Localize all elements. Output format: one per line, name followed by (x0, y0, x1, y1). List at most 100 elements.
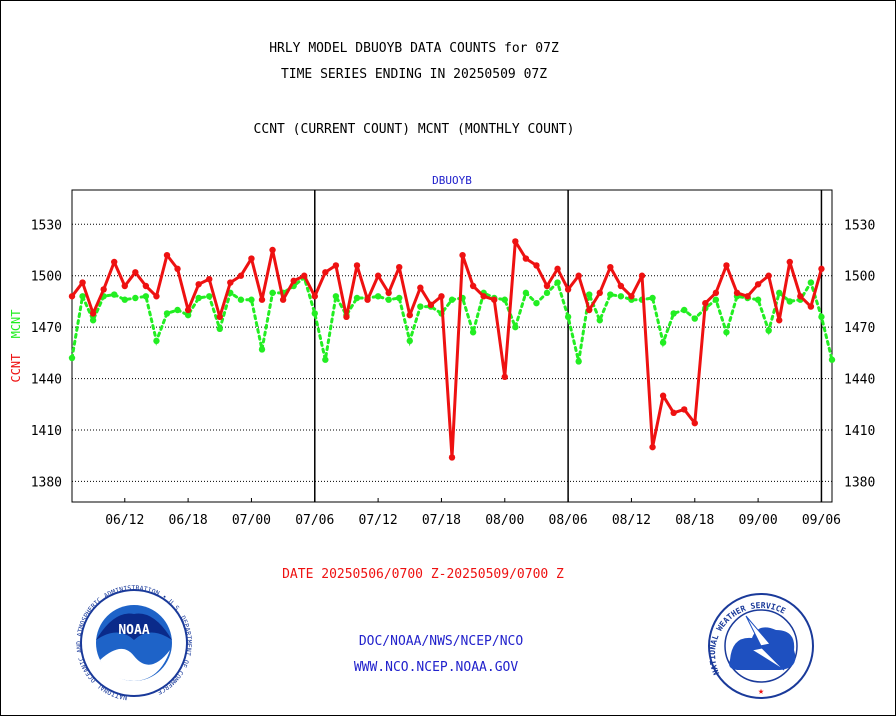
x-tick-label-2: 07/00 (232, 513, 271, 528)
point-mcnt-7 (142, 293, 150, 300)
website-link[interactable]: WWW.NCO.NCEP.NOAA.GOV (354, 660, 519, 675)
point-ccnt-8 (153, 293, 160, 300)
point-mcnt-8 (153, 337, 160, 345)
point-ccnt-44 (533, 262, 540, 269)
point-ccnt-65 (754, 281, 762, 288)
star-icon: ★ (758, 686, 764, 697)
point-ccnt-52 (617, 282, 625, 290)
point-ccnt-51 (607, 263, 614, 271)
point-mcnt-19 (269, 289, 276, 297)
point-ccnt-31 (396, 263, 403, 271)
point-ccnt-29 (374, 272, 382, 279)
plot-area: 1380 1410 1440 1470 1500 1530 1380 1410 1440 147… (31, 189, 875, 528)
point-mcnt-61 (712, 296, 720, 303)
point-mcnt-29 (374, 293, 382, 300)
point-mcnt-68 (786, 298, 793, 305)
point-mcnt-1 (79, 293, 86, 300)
y-axis-right: 1380 1410 1440 1470 1500 1530 (844, 218, 875, 490)
point-mcnt-48 (575, 358, 582, 365)
y-tick-left-1410: 1410 (31, 424, 62, 439)
point-ccnt-14 (216, 313, 223, 321)
point-ccnt-21 (290, 277, 297, 285)
point-mcnt-32 (406, 337, 413, 345)
point-mcnt-0 (68, 354, 76, 362)
point-ccnt-12 (195, 281, 202, 288)
point-ccnt-42 (512, 238, 519, 245)
y-tick-left-1440: 1440 (31, 373, 62, 388)
point-ccnt-67 (776, 317, 783, 324)
point-ccnt-3 (100, 286, 107, 293)
point-ccnt-20 (279, 296, 287, 303)
point-mcnt-70 (807, 279, 815, 286)
y-tick-right-1500: 1500 (844, 270, 875, 285)
point-ccnt-45 (543, 282, 551, 290)
point-mcnt-62 (723, 329, 730, 336)
point-ccnt-23 (311, 293, 318, 300)
x-tick-label-3: 07/06 (295, 513, 334, 528)
point-mcnt-30 (385, 296, 392, 303)
point-mcnt-4 (111, 291, 118, 298)
point-ccnt-43 (522, 255, 530, 262)
lightning-icon (745, 615, 785, 671)
point-mcnt-31 (396, 294, 403, 302)
point-ccnt-22 (301, 272, 308, 279)
point-ccnt-9 (163, 251, 171, 259)
point-mcnt-42 (512, 323, 519, 331)
point-ccnt-46 (554, 265, 561, 273)
point-mcnt-51 (607, 291, 614, 298)
x-tick-label-4: 07/12 (359, 513, 398, 528)
y-tick-left-1470: 1470 (31, 321, 62, 336)
day-boundary-lines (314, 190, 823, 502)
point-ccnt-10 (174, 265, 181, 273)
date-range-label: DATE 20250506/0700 Z-20250509/0700 Z (282, 567, 564, 582)
nws-logo: NATIONAL WEATHER SERVICE ★ (708, 593, 814, 699)
point-ccnt-4 (111, 258, 118, 266)
point-ccnt-27 (353, 262, 361, 269)
y-label-mcnt: MCNT (9, 309, 23, 338)
x-axis: 06/12 06/18 07/00 07/06 07/12 07/18 08/00 08/06… (105, 498, 841, 528)
point-mcnt-58 (681, 306, 688, 314)
point-ccnt-64 (744, 293, 751, 300)
x-tick-label-9: 08/18 (675, 513, 714, 528)
point-mcnt-46 (554, 279, 561, 286)
point-ccnt-49 (586, 306, 593, 314)
point-ccnt-37 (459, 251, 466, 259)
point-ccnt-30 (385, 289, 392, 297)
svg-text:CCNT MCNT: CCNT MCNT (9, 309, 23, 382)
point-mcnt-56 (659, 339, 667, 346)
point-ccnt-11 (184, 306, 192, 314)
y-tick-left-1500: 1500 (31, 270, 62, 285)
point-ccnt-69 (797, 293, 804, 300)
x-tick-label-1: 06/18 (169, 513, 208, 528)
org-path-link[interactable]: DOC/NOAA/NWS/NCEP/NCO (359, 634, 524, 649)
point-ccnt-48 (575, 272, 582, 279)
x-tick-label-8: 08/12 (612, 513, 651, 528)
point-ccnt-50 (596, 289, 603, 297)
point-ccnt-18 (258, 296, 266, 303)
point-mcnt-25 (332, 293, 340, 300)
point-ccnt-35 (438, 293, 445, 300)
point-mcnt-33 (417, 303, 424, 310)
point-mcnt-44 (533, 299, 540, 307)
point-ccnt-28 (364, 296, 371, 303)
point-mcnt-50 (596, 317, 603, 324)
point-mcnt-52 (617, 293, 625, 300)
x-tick-label-7: 08/06 (549, 513, 588, 528)
point-mcnt-49 (586, 291, 593, 298)
point-ccnt-16 (237, 272, 245, 279)
point-mcnt-45 (543, 289, 551, 297)
point-ccnt-36 (448, 454, 456, 461)
point-ccnt-58 (681, 406, 688, 413)
point-mcnt-59 (691, 315, 698, 322)
y-tick-right-1380: 1380 (844, 475, 875, 490)
point-mcnt-36 (448, 296, 456, 303)
y-axis-label: CCNT MCNT (9, 309, 23, 382)
y-tick-left-1530: 1530 (31, 218, 62, 233)
point-mcnt-10 (174, 306, 181, 314)
y-tick-right-1530: 1530 (844, 218, 875, 233)
point-ccnt-33 (417, 284, 424, 291)
point-ccnt-54 (638, 272, 646, 279)
point-mcnt-27 (353, 294, 361, 302)
x-tick-label-5: 07/18 (422, 513, 461, 528)
